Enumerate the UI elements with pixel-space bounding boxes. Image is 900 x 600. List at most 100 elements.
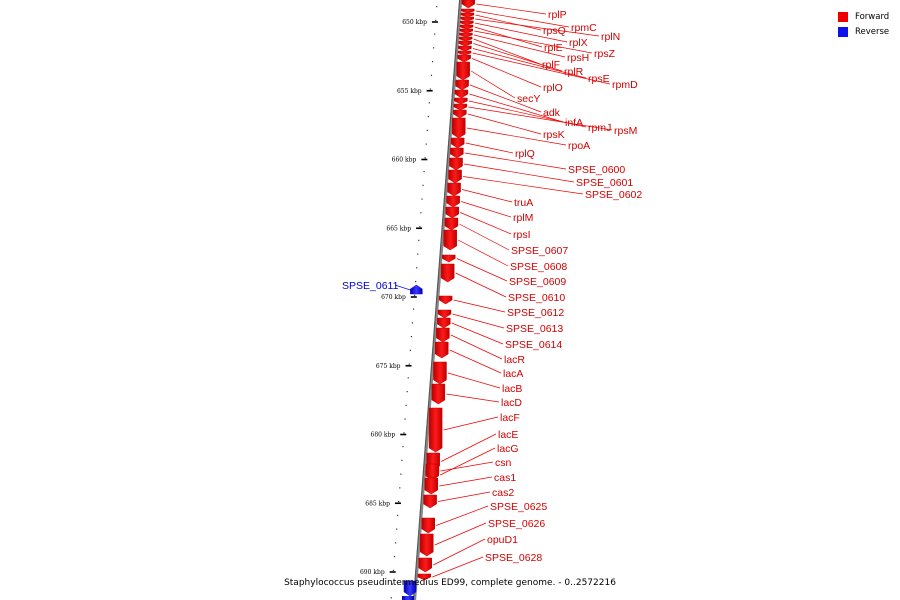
gene-arrow-forward[interactable] [460, 12, 475, 18]
gene-label[interactable]: rplX [569, 37, 588, 49]
gene-label[interactable]: rpmD [612, 79, 638, 91]
gene-arrow-forward[interactable] [453, 109, 467, 119]
gene-label[interactable]: SPSE_0601 [576, 177, 633, 189]
gene-arrow-forward[interactable] [446, 195, 460, 208]
gene-label[interactable]: rpsK [543, 129, 565, 141]
gene-arrow-forward[interactable] [457, 54, 471, 63]
gene-label[interactable]: lacE [498, 429, 518, 441]
gene-arrow-forward[interactable] [417, 573, 432, 581]
gene-label[interactable]: rpsI [513, 229, 531, 241]
gene-arrow-forward[interactable] [458, 45, 472, 52]
gene-label[interactable]: rplN [601, 31, 620, 43]
gene-label[interactable]: rpsQ [543, 25, 566, 37]
gene-label[interactable]: rpmJ [588, 122, 611, 134]
gene-arrow-forward[interactable] [423, 494, 437, 509]
gene-label[interactable]: lacF [500, 412, 520, 424]
gene-arrow-forward[interactable] [459, 28, 473, 34]
gene-label[interactable]: rplO [543, 82, 563, 94]
gene-label[interactable]: infA [565, 117, 583, 129]
gene-arrow-forward[interactable] [437, 309, 452, 319]
gene-label[interactable]: SPSE_0625 [490, 501, 547, 513]
gene-arrow-forward[interactable] [425, 463, 440, 479]
gene-label[interactable]: SPSE_0600 [568, 164, 625, 176]
gene-arrow-forward[interactable] [433, 361, 447, 385]
gene-label[interactable]: SPSE_0614 [505, 339, 562, 351]
gene-label[interactable]: SPSE_0626 [488, 518, 545, 530]
gene-arrow-forward[interactable] [458, 40, 473, 47]
gene-arrow-forward[interactable] [455, 79, 469, 91]
gene-arrow-forward[interactable] [452, 117, 466, 139]
gene-label[interactable]: rplE [544, 42, 563, 54]
gene-arrow-forward[interactable] [448, 169, 462, 184]
gene-label[interactable]: rpsZ [594, 48, 616, 60]
gene-label[interactable]: lacR [504, 354, 525, 366]
gene-arrow-forward[interactable] [450, 147, 464, 159]
gene-label[interactable]: truA [514, 197, 533, 209]
gene-label[interactable]: csn [495, 457, 512, 469]
gene-arrow-forward[interactable] [460, 16, 474, 22]
gene-label[interactable]: SPSE_0610 [508, 292, 565, 304]
gene-arrow-forward[interactable] [459, 32, 473, 38]
gene-arrow-forward[interactable] [428, 407, 443, 453]
gene-label[interactable]: rplM [513, 212, 533, 224]
gene-arrow-forward[interactable] [456, 61, 470, 81]
gene-label[interactable]: adk [543, 107, 561, 119]
gene-arrow-forward[interactable] [440, 263, 455, 283]
gene-arrow-forward[interactable] [431, 383, 446, 405]
gene-label[interactable]: cas2 [492, 487, 514, 499]
gene-arrow-forward[interactable] [436, 327, 450, 343]
gene-label[interactable]: secY [517, 93, 540, 105]
gene-arrow-forward[interactable] [442, 254, 456, 263]
axis-line [412, 0, 463, 600]
gene-label[interactable]: SPSE_0602 [585, 189, 642, 201]
gene-arrow-forward[interactable] [421, 517, 436, 534]
gene-arrow-forward[interactable] [443, 229, 457, 251]
gene-label[interactable]: SPSE_0611 [342, 280, 399, 292]
gene-label[interactable]: SPSE_0607 [511, 245, 568, 257]
gene-arrow-forward[interactable] [459, 24, 474, 30]
gene-label[interactable]: rplF [542, 59, 560, 71]
gene-label[interactable]: SPSE_0613 [506, 323, 563, 335]
gene-arrow-forward[interactable] [457, 50, 472, 56]
gene-arrow-reverse[interactable] [403, 580, 417, 597]
gene-arrow-forward[interactable] [449, 157, 463, 171]
gene-label[interactable]: lacG [497, 443, 519, 455]
gene-arrow-forward[interactable] [453, 103, 468, 111]
gene-label[interactable]: SPSE_0609 [509, 276, 566, 288]
gene-label[interactable]: cas1 [494, 472, 516, 484]
gene-arrow-forward[interactable] [444, 217, 459, 231]
gene-label[interactable]: lacB [502, 383, 522, 395]
gene-arrow-forward[interactable] [424, 477, 439, 495]
gene-label[interactable]: rpoA [568, 140, 590, 152]
gene-label[interactable]: opuD1 [487, 534, 518, 546]
gene-arrow-forward[interactable] [447, 182, 461, 197]
gene-label[interactable]: lacD [501, 397, 522, 409]
gene-arrow-forward[interactable] [454, 97, 468, 105]
gene-arrow-forward[interactable] [461, 0, 476, 9]
gene-label[interactable]: rpsM [614, 125, 637, 137]
gene-arrow-forward[interactable] [437, 317, 451, 329]
gene-arrow-forward[interactable] [418, 557, 432, 573]
gene-label[interactable]: rpsE [588, 73, 610, 85]
gene-label[interactable]: rplP [548, 9, 567, 21]
gene-arrow-forward[interactable] [420, 533, 434, 557]
gene-label[interactable]: rplR [564, 66, 584, 78]
gene-arrow-forward[interactable] [460, 20, 474, 26]
gene-arrow-forward[interactable] [434, 341, 449, 359]
gene-arrow-forward[interactable] [450, 137, 465, 149]
gene-label[interactable]: SPSE_0628 [485, 552, 542, 564]
gene-arrow-forward[interactable] [438, 295, 453, 305]
gene-arrow-reverse[interactable] [402, 596, 414, 600]
gene-arrow-forward[interactable] [461, 8, 475, 14]
gene-arrow-forward[interactable] [458, 36, 473, 42]
gene-label[interactable]: SPSE_0608 [510, 261, 567, 273]
gene-label[interactable]: SPSE_0612 [507, 307, 564, 319]
gene-label[interactable]: rplQ [515, 148, 535, 160]
label-leader [455, 272, 507, 298]
gene-label[interactable]: rpmC [571, 22, 597, 34]
gene-arrow-forward[interactable] [454, 89, 469, 99]
gene-arrow-reverse[interactable] [410, 284, 423, 295]
gene-label[interactable]: rpsH [567, 52, 589, 64]
gene-label[interactable]: lacA [503, 368, 523, 380]
gene-arrow-forward[interactable] [445, 206, 460, 219]
